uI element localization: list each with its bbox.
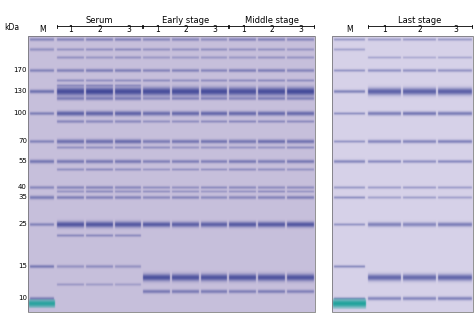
Text: M: M [346,25,353,34]
Bar [28,36,315,312]
Text: M: M [39,25,46,34]
Text: 2: 2 [183,25,188,34]
Text: 2: 2 [418,25,422,34]
Text: 1: 1 [383,25,387,34]
Text: 35: 35 [18,194,27,200]
Text: 55: 55 [18,158,27,164]
Text: 10: 10 [18,295,27,301]
Text: 3: 3 [212,25,217,34]
Text: 70: 70 [18,138,27,144]
Text: 1: 1 [155,25,160,34]
Text: Last stage: Last stage [399,16,442,25]
Text: 3: 3 [126,25,131,34]
Text: Middle stage: Middle stage [245,16,299,25]
Text: 2: 2 [97,25,102,34]
Text: 15: 15 [18,263,27,269]
Text: 130: 130 [13,88,27,94]
Text: Early stage: Early stage [162,16,210,25]
Text: 1: 1 [69,25,73,34]
Text: Serum: Serum [86,16,113,25]
Text: 3: 3 [453,25,458,34]
Bar [332,36,473,312]
Text: 170: 170 [13,67,27,73]
Text: kDa: kDa [4,23,19,32]
Text: 40: 40 [18,184,27,190]
Text: 100: 100 [13,110,27,116]
Text: 3: 3 [298,25,303,34]
Text: 2: 2 [270,25,274,34]
Text: 1: 1 [241,25,246,34]
Text: 25: 25 [18,221,27,227]
